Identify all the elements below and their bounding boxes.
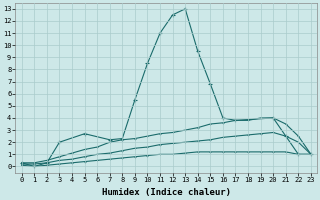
X-axis label: Humidex (Indice chaleur): Humidex (Indice chaleur) bbox=[102, 188, 231, 197]
